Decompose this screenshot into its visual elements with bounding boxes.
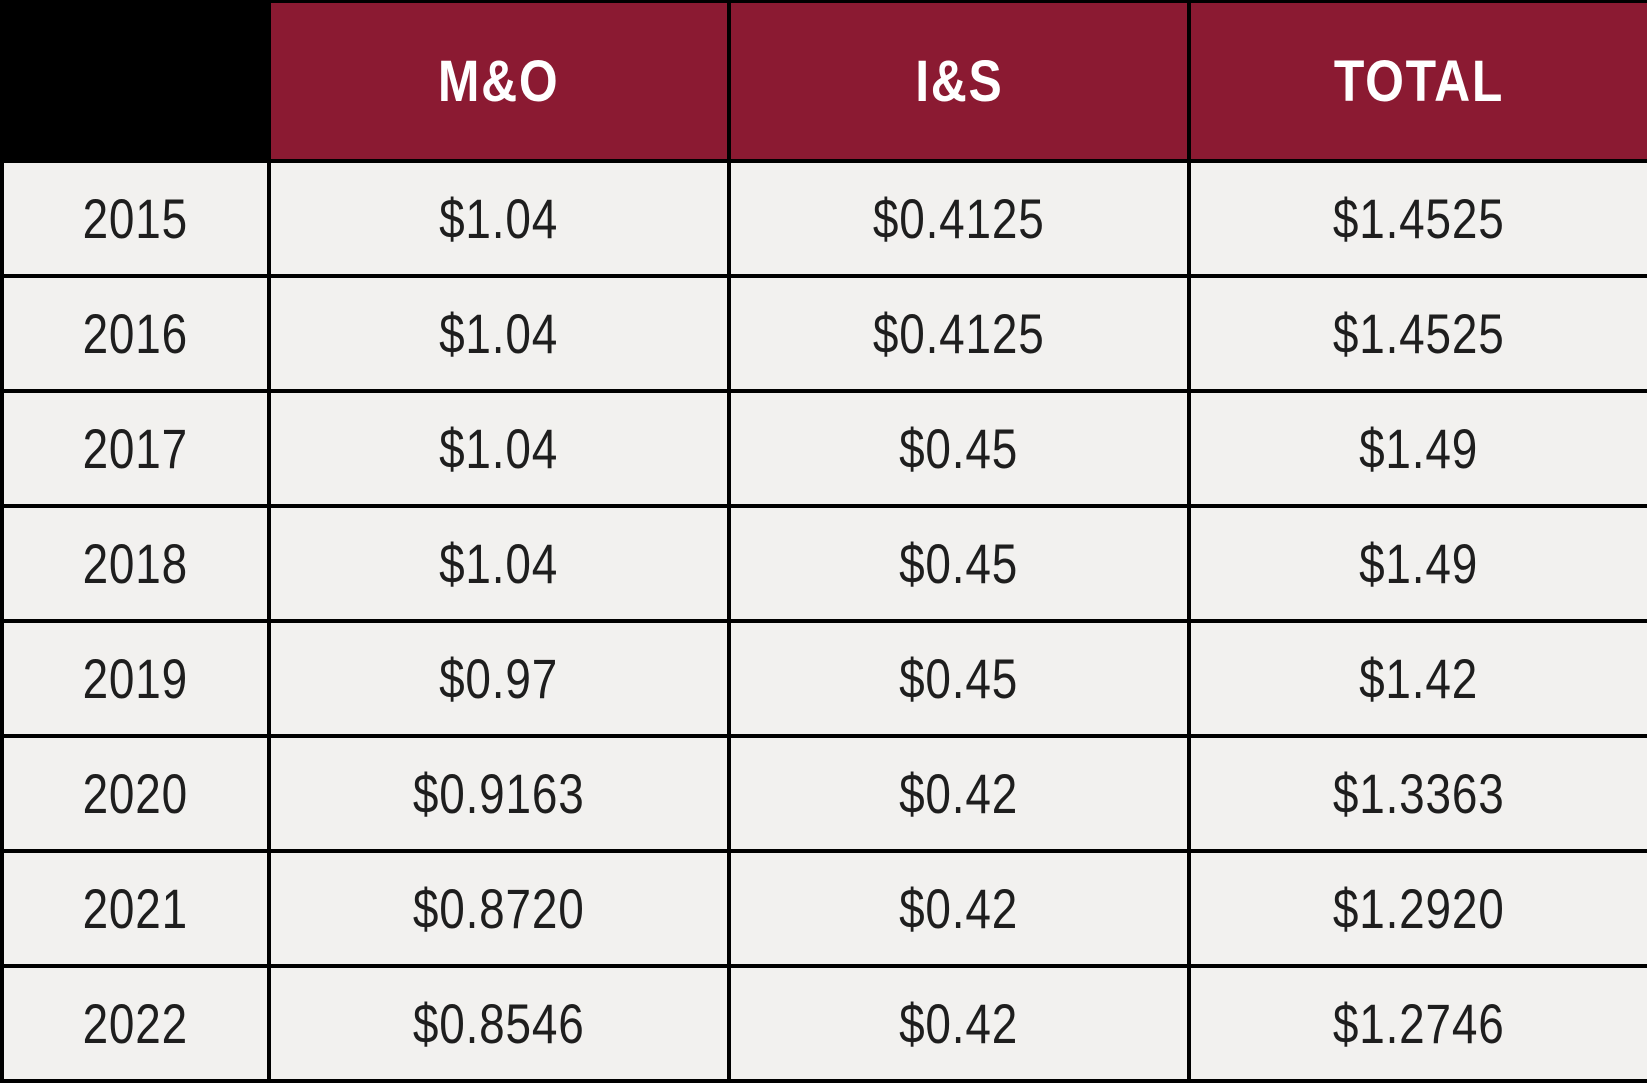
is-cell: $0.42 [727, 964, 1191, 1083]
total-value: $1.2920 [1333, 877, 1505, 940]
is-value: $0.45 [899, 647, 1019, 710]
column-header-is-label: I&S [914, 48, 1004, 114]
is-cell: $0.4125 [727, 274, 1191, 393]
table-row-2015: 2015 $1.04 $0.4125 $1.4525 [0, 159, 1647, 278]
year-cell: 2020 [0, 734, 271, 853]
mo-cell: $1.04 [267, 389, 731, 508]
year-value: 2022 [82, 992, 189, 1055]
table-row-2020: 2020 $0.9163 $0.42 $1.3363 [0, 734, 1647, 853]
total-cell: $1.2746 [1187, 964, 1647, 1083]
total-cell: $1.4525 [1187, 159, 1647, 278]
is-value: $0.4125 [873, 187, 1045, 250]
mo-value: $1.04 [439, 187, 559, 250]
mo-value: $0.97 [439, 647, 559, 710]
is-cell: $0.45 [727, 619, 1191, 738]
is-value: $0.42 [899, 992, 1019, 1055]
mo-value: $0.9163 [413, 762, 585, 825]
total-value: $1.4525 [1333, 302, 1505, 365]
year-value: 2016 [82, 302, 189, 365]
total-cell: $1.49 [1187, 389, 1647, 508]
corner-cell [0, 0, 271, 163]
mo-cell: $0.97 [267, 619, 731, 738]
table-row-2016: 2016 $1.04 $0.4125 $1.4525 [0, 274, 1647, 393]
year-cell: 2021 [0, 849, 271, 968]
table-row-2021: 2021 $0.8720 $0.42 $1.2920 [0, 849, 1647, 968]
total-value: $1.4525 [1333, 187, 1505, 250]
mo-cell: $1.04 [267, 159, 731, 278]
mo-cell: $0.9163 [267, 734, 731, 853]
total-value: $1.49 [1359, 417, 1479, 480]
mo-cell: $0.8546 [267, 964, 731, 1083]
table-row-2018: 2018 $1.04 $0.45 $1.49 [0, 504, 1647, 623]
table-row-2017: 2017 $1.04 $0.45 $1.49 [0, 389, 1647, 508]
total-value: $1.3363 [1333, 762, 1505, 825]
is-cell: $0.42 [727, 734, 1191, 853]
is-value: $0.4125 [873, 302, 1045, 365]
column-header-total: TOTAL [1187, 0, 1647, 163]
is-value: $0.45 [899, 417, 1019, 480]
year-value: 2015 [82, 187, 189, 250]
total-cell: $1.49 [1187, 504, 1647, 623]
year-cell: 2019 [0, 619, 271, 738]
year-value: 2020 [82, 762, 189, 825]
is-cell: $0.4125 [727, 159, 1191, 278]
mo-value: $1.04 [439, 417, 559, 480]
is-value: $0.45 [899, 532, 1019, 595]
table-row-2022: 2022 $0.8546 $0.42 $1.2746 [0, 964, 1647, 1083]
mo-cell: $0.8720 [267, 849, 731, 968]
total-cell: $1.2920 [1187, 849, 1647, 968]
year-value: 2017 [82, 417, 189, 480]
header-row: M&O I&S TOTAL [0, 0, 1647, 163]
is-cell: $0.45 [727, 389, 1191, 508]
year-cell: 2016 [0, 274, 271, 393]
is-cell: $0.45 [727, 504, 1191, 623]
is-value: $0.42 [899, 762, 1019, 825]
mo-value: $0.8720 [413, 877, 585, 940]
is-cell: $0.42 [727, 849, 1191, 968]
table-row-2019: 2019 $0.97 $0.45 $1.42 [0, 619, 1647, 738]
is-value: $0.42 [899, 877, 1019, 940]
column-header-total-label: TOTAL [1333, 48, 1505, 114]
total-cell: $1.4525 [1187, 274, 1647, 393]
mo-cell: $1.04 [267, 504, 731, 623]
total-cell: $1.3363 [1187, 734, 1647, 853]
total-value: $1.42 [1359, 647, 1479, 710]
total-cell: $1.42 [1187, 619, 1647, 738]
year-cell: 2017 [0, 389, 271, 508]
mo-cell: $1.04 [267, 274, 731, 393]
mo-value: $0.8546 [413, 992, 585, 1055]
column-header-mo: M&O [267, 0, 731, 163]
year-cell: 2018 [0, 504, 271, 623]
mo-value: $1.04 [439, 302, 559, 365]
column-header-is: I&S [727, 0, 1191, 163]
mo-value: $1.04 [439, 532, 559, 595]
year-cell: 2022 [0, 964, 271, 1083]
total-value: $1.2746 [1333, 992, 1505, 1055]
column-header-mo-label: M&O [438, 48, 560, 114]
year-cell: 2015 [0, 159, 271, 278]
year-value: 2018 [82, 532, 189, 595]
year-value: 2019 [82, 647, 189, 710]
year-value: 2021 [82, 877, 189, 940]
total-value: $1.49 [1359, 532, 1479, 595]
